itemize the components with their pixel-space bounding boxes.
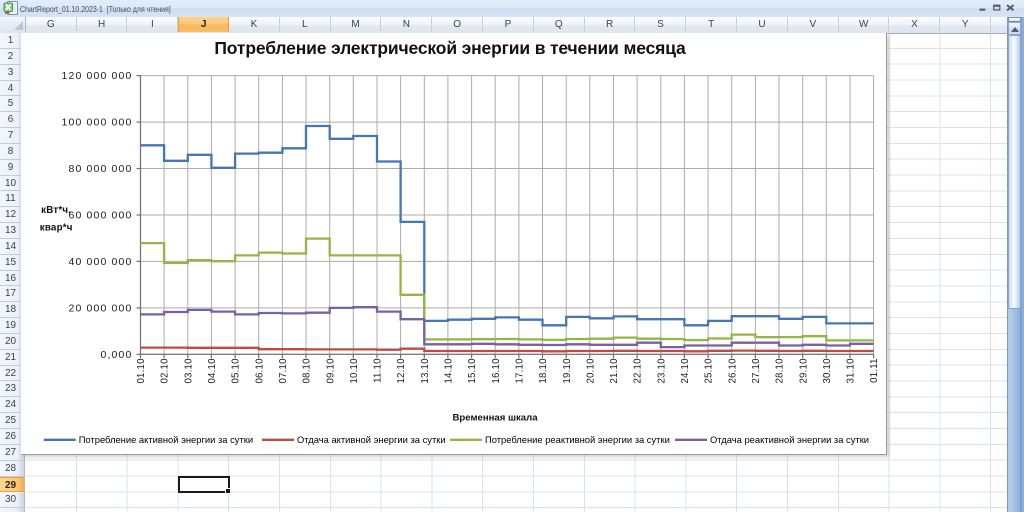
svg-text:17.10: 17.10 <box>514 358 525 384</box>
svg-text:21.10: 21.10 <box>609 358 620 384</box>
svg-text:28.10: 28.10 <box>775 358 786 384</box>
svg-text:09.10: 09.10 <box>325 358 336 384</box>
svg-text:05.10: 05.10 <box>231 358 242 384</box>
svg-text:16.10: 16.10 <box>491 358 502 384</box>
svg-text:12.10: 12.10 <box>396 358 407 384</box>
svg-text:Потребление активной энергии з: Потребление активной энергии за сутки <box>79 434 253 445</box>
svg-text:03.10: 03.10 <box>183 358 194 384</box>
svg-text:06.10: 06.10 <box>254 358 265 384</box>
svg-text:23.10: 23.10 <box>656 358 667 384</box>
svg-text:80 000 000: 80 000 000 <box>69 164 133 175</box>
svg-text:29.10: 29.10 <box>798 358 809 384</box>
svg-text:кВт*ч,: кВт*ч, <box>41 205 71 216</box>
svg-text:0,000: 0,000 <box>101 350 133 361</box>
svg-text:40 000 000: 40 000 000 <box>69 257 133 268</box>
svg-text:Потребление электрической энер: Потребление электрической энергии в тече… <box>214 38 686 58</box>
svg-text:Потребление реактивной энергии: Потребление реактивной энергии за сутки <box>485 434 670 445</box>
svg-text:25.10: 25.10 <box>704 358 715 384</box>
svg-text:19.10: 19.10 <box>562 358 573 384</box>
svg-text:15.10: 15.10 <box>467 358 478 384</box>
svg-text:01.10: 01.10 <box>136 358 147 384</box>
svg-text:60 000 000: 60 000 000 <box>69 210 133 221</box>
svg-text:20.10: 20.10 <box>585 358 596 384</box>
svg-text:08.10: 08.10 <box>302 358 313 384</box>
svg-text:Отдача реактивной энергии за с: Отдача реактивной энергии за сутки <box>710 434 869 445</box>
svg-text:Временная шкала: Временная шкала <box>452 412 538 423</box>
svg-text:30.10: 30.10 <box>822 358 833 384</box>
svg-text:31.10: 31.10 <box>846 358 857 384</box>
svg-text:22.10: 22.10 <box>633 358 644 384</box>
svg-text:Отдача активной энергии за сут: Отдача активной энергии за сутки <box>297 434 446 445</box>
svg-text:120 000 000: 120 000 000 <box>62 71 133 82</box>
svg-text:квар*ч: квар*ч <box>40 223 73 234</box>
svg-text:04.10: 04.10 <box>207 358 218 384</box>
svg-text:13.10: 13.10 <box>420 358 431 384</box>
svg-text:02.10: 02.10 <box>160 358 171 384</box>
svg-text:11.10: 11.10 <box>373 358 384 383</box>
svg-text:10.10: 10.10 <box>349 358 360 384</box>
svg-text:01.11: 01.11 <box>869 358 880 383</box>
svg-text:18.10: 18.10 <box>538 358 549 384</box>
svg-text:07.10: 07.10 <box>278 358 289 384</box>
svg-text:27.10: 27.10 <box>751 358 762 384</box>
svg-text:26.10: 26.10 <box>727 358 738 384</box>
svg-text:24.10: 24.10 <box>680 358 691 384</box>
svg-text:20 000 000: 20 000 000 <box>69 303 133 314</box>
svg-text:100 000 000: 100 000 000 <box>62 118 133 129</box>
svg-text:14.10: 14.10 <box>444 358 455 384</box>
